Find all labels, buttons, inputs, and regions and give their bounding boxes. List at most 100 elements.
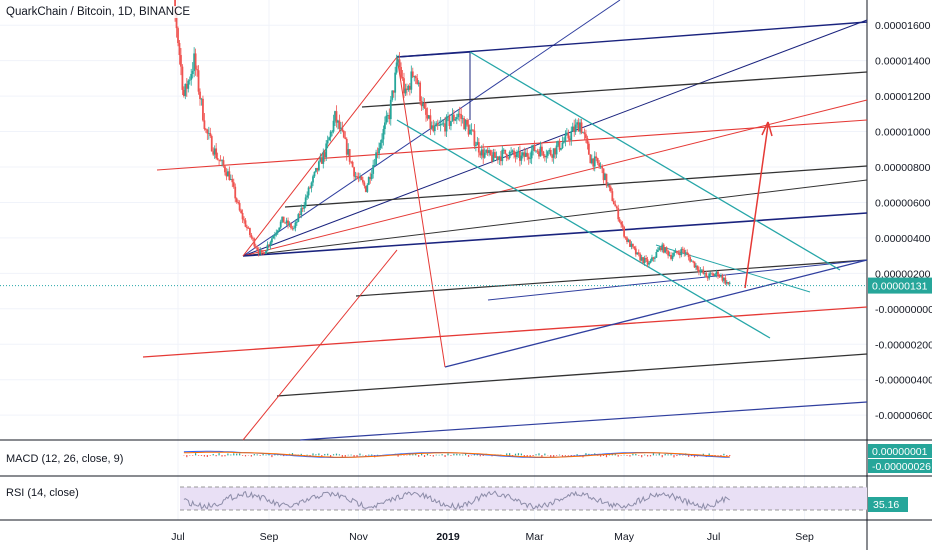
candle-body	[419, 82, 422, 102]
macd-histogram-bar	[620, 455, 622, 456]
candle-body	[504, 149, 507, 154]
macd-signal-value: -0.00000026	[872, 461, 931, 473]
candle-body	[602, 168, 605, 181]
candle-body	[502, 149, 505, 151]
macd-histogram-bar	[438, 454, 440, 456]
candle-body	[410, 71, 413, 90]
candle-body	[212, 151, 215, 155]
candle-body	[627, 239, 630, 242]
macd-histogram-bar	[359, 453, 361, 456]
macd-histogram-bar	[570, 455, 572, 457]
candle-body	[216, 158, 219, 160]
candle-body	[282, 216, 285, 223]
candle-body	[529, 158, 532, 160]
macd-histogram-bar	[227, 453, 229, 456]
rsi-label: RSI (14, close)	[6, 487, 79, 499]
candle-body	[188, 79, 191, 81]
candle-body	[689, 257, 692, 262]
macd-histogram-bar	[644, 454, 646, 456]
candle-body	[403, 78, 405, 94]
candle-body	[476, 142, 479, 146]
candle-body	[295, 221, 298, 223]
macd-histogram-bar	[506, 453, 508, 456]
candle-body	[570, 131, 573, 140]
candle-body	[526, 152, 529, 157]
candle-body	[592, 158, 595, 167]
candle-body	[457, 113, 460, 118]
candle-body	[516, 152, 518, 158]
candle-body	[238, 203, 241, 211]
candle-body	[200, 98, 203, 100]
candle-body	[642, 257, 645, 264]
candle-body	[225, 172, 228, 177]
candle-body	[378, 148, 380, 154]
candle-body	[474, 145, 477, 146]
candle-body	[711, 273, 714, 275]
candle-body	[720, 275, 722, 277]
fan-line	[242, 99, 868, 257]
candle-body	[180, 55, 182, 67]
macd-histogram-bar	[573, 455, 575, 456]
candle-body	[416, 78, 419, 84]
macd-histogram-bar	[638, 455, 640, 456]
macd-histogram-bar	[585, 453, 587, 456]
candle-body	[643, 258, 646, 264]
macd-histogram-bar	[456, 453, 458, 456]
candle-body	[513, 150, 515, 155]
macd-histogram-bar	[309, 455, 311, 456]
macd-signal-badge	[868, 459, 932, 473]
time-tick-label: Mar	[526, 531, 545, 543]
macd-histogram-bar	[453, 453, 455, 456]
candle-body	[197, 70, 200, 92]
candle-body	[532, 144, 535, 151]
macd-histogram-bar	[553, 455, 555, 458]
fan-line	[242, 19, 868, 257]
candle-body	[307, 187, 310, 196]
macd-histogram-bar	[212, 453, 214, 456]
candle-body	[290, 223, 292, 228]
macd-histogram-bar	[244, 455, 247, 457]
candle-body	[268, 244, 270, 246]
candle-body	[612, 201, 615, 205]
candle-body	[372, 165, 375, 174]
candle-body	[269, 242, 272, 246]
macd-histogram-bar	[200, 455, 203, 456]
candle-body	[538, 151, 540, 157]
candle-body	[631, 243, 634, 247]
candle-body	[676, 250, 678, 253]
candle-body	[633, 246, 636, 249]
candle-body	[595, 156, 598, 159]
candle-body	[524, 152, 527, 157]
candle-body	[495, 156, 498, 158]
candle-body	[527, 156, 530, 160]
candle-body	[645, 258, 647, 260]
candle-body	[259, 250, 262, 254]
macd-histogram-bar	[315, 454, 317, 456]
candle-body	[181, 66, 184, 90]
macd-histogram-bar	[318, 453, 320, 456]
candle-body	[629, 239, 631, 247]
candle-body	[477, 142, 480, 153]
fan-line	[242, 179, 868, 257]
candle-body	[686, 252, 689, 255]
candle-body	[375, 152, 377, 165]
candle-body	[681, 249, 684, 251]
candle-body	[430, 125, 433, 129]
candle-body	[667, 250, 670, 256]
candle-body	[460, 114, 463, 119]
candle-body	[661, 244, 664, 251]
candle-body	[185, 83, 188, 89]
candle-body	[519, 151, 521, 161]
candle-body	[351, 161, 354, 168]
candle-body	[651, 257, 653, 261]
candle-body	[400, 67, 402, 78]
candle-body	[379, 142, 382, 149]
candle-body	[728, 282, 731, 284]
macd-histogram-bar	[321, 455, 323, 457]
price-tick-label: -0.00000600	[875, 410, 932, 422]
macd-histogram-bar	[241, 455, 244, 456]
macd-histogram-bar	[420, 453, 423, 456]
candle-body	[288, 223, 291, 226]
macd-histogram-bar	[459, 454, 461, 456]
